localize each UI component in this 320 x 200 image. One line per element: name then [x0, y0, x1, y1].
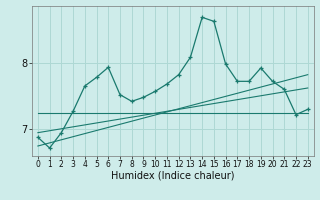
X-axis label: Humidex (Indice chaleur): Humidex (Indice chaleur)	[111, 171, 235, 181]
